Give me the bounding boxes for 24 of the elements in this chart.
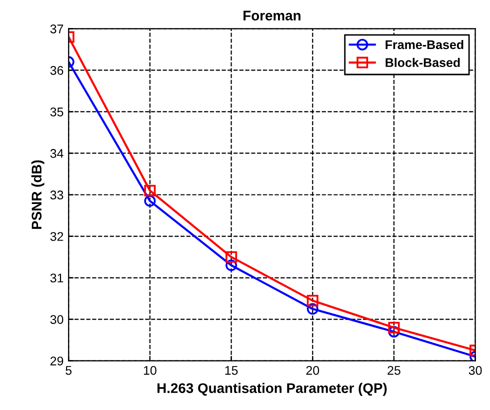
chart-title: Foreman: [244, 10, 300, 21]
y-tick-label: 30: [50, 315, 64, 324]
y-tick-label: 34: [50, 149, 64, 158]
y-tick-label: 29: [50, 356, 64, 366]
legend-label: Block-Based: [386, 58, 460, 68]
x-tick-label: 10: [144, 366, 156, 375]
point: [306, 303, 318, 315]
x-tick-label: 15: [225, 366, 238, 375]
y-axis-title: PSNR (dB): [31, 160, 44, 229]
x-tick-label: 25: [388, 366, 400, 375]
x-tick-label: 30: [468, 366, 482, 375]
y-tick-label: 37: [50, 24, 64, 34]
y-tick-label: 32: [50, 232, 64, 241]
legend-label: Frame-Based: [386, 40, 464, 50]
point: [226, 251, 238, 263]
y-tick-label: 33: [50, 190, 64, 200]
x-axis-title: H.263 Quantisation Parameter (QP): [157, 382, 387, 396]
point: [226, 260, 238, 272]
y-tick-label: 36: [50, 66, 64, 75]
y-tick-label: 31: [50, 274, 64, 282]
y-tick-label: 35: [50, 108, 64, 116]
point: [306, 294, 318, 306]
x-tick-label: 5: [66, 366, 72, 375]
x-tick-label: 20: [306, 366, 320, 375]
